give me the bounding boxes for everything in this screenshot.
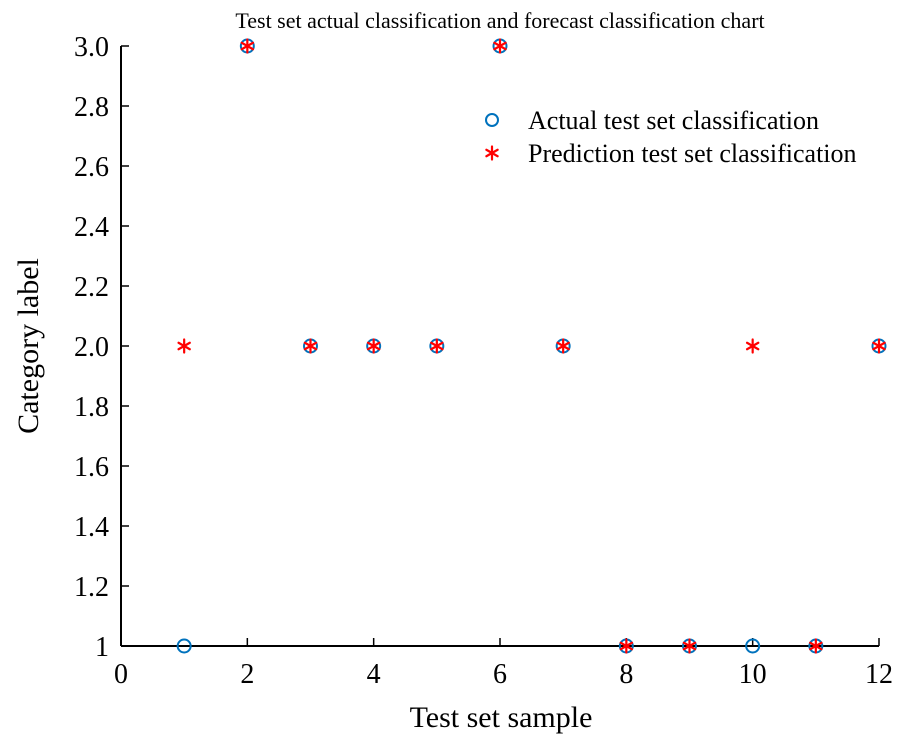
prediction-point bbox=[556, 338, 570, 354]
y-tick-label: 1.6 bbox=[74, 452, 109, 483]
legend-marker-actual bbox=[485, 113, 499, 127]
x-tick-label: 8 bbox=[619, 659, 633, 690]
y-tick-label: 1 bbox=[95, 632, 109, 663]
legend: Actual test set classification Predictio… bbox=[485, 106, 857, 168]
y-tick-label: 1.8 bbox=[74, 392, 109, 423]
y-tick-label: 2.2 bbox=[74, 272, 109, 303]
y-tick-label: 3.0 bbox=[74, 32, 109, 63]
prediction-point bbox=[872, 338, 886, 354]
prediction-point bbox=[366, 338, 381, 354]
prediction-point bbox=[430, 338, 444, 354]
chart-title: Test set actual classification and forec… bbox=[235, 8, 764, 33]
prediction-point bbox=[809, 638, 823, 654]
prediction-point bbox=[745, 338, 760, 354]
prediction-point bbox=[682, 638, 697, 654]
legend-asterisk bbox=[485, 145, 499, 161]
data-marks bbox=[176, 38, 887, 654]
y-tick-label: 2.0 bbox=[74, 332, 109, 363]
legend-label-prediction: Prediction test set classification bbox=[528, 139, 857, 168]
prediction-point bbox=[619, 638, 634, 654]
y-tick-label: 1.2 bbox=[74, 572, 109, 603]
y-tick-label: 2.6 bbox=[74, 152, 109, 183]
actual-point bbox=[176, 638, 192, 654]
actual-point bbox=[745, 638, 761, 654]
x-axis-ticks: 0 2 4 6 8 10 12 bbox=[114, 638, 893, 690]
x-tick-label: 6 bbox=[493, 659, 507, 690]
x-axis-label: Test set sample bbox=[410, 701, 593, 734]
y-axis-ticks: 1 1.2 1.4 1.6 1.8 2.0 2.2 2.4 2.6 2.8 3.0 bbox=[74, 32, 129, 663]
y-tick-label: 1.4 bbox=[74, 512, 109, 543]
prediction-point bbox=[493, 38, 507, 54]
y-tick-label: 2.8 bbox=[74, 92, 109, 123]
prediction-point bbox=[240, 38, 255, 54]
legend-label-actual: Actual test set classification bbox=[528, 106, 819, 135]
x-tick-label: 12 bbox=[865, 659, 893, 690]
x-tick-label: 0 bbox=[114, 659, 128, 690]
legend-marker-prediction bbox=[485, 145, 499, 161]
x-tick-label: 10 bbox=[739, 659, 767, 690]
y-axis-label: Category label bbox=[12, 258, 45, 434]
y-tick-label: 2.4 bbox=[74, 212, 109, 243]
x-tick-label: 2 bbox=[240, 659, 254, 690]
x-tick-label: 4 bbox=[367, 659, 381, 690]
prediction-point bbox=[177, 338, 191, 354]
prediction-point bbox=[303, 338, 318, 354]
